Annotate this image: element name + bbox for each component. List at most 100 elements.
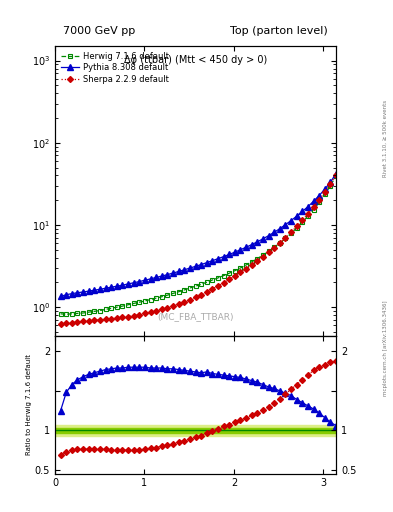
Sherpa 2.2.9 default (171, 303, 175, 309)
Pythia 8.308 default (233, 249, 237, 255)
Pythia 8.308 default (221, 253, 226, 260)
Herwig 7.1.6 default (58, 311, 63, 317)
Herwig 7.1.6 default (75, 310, 80, 316)
Pythia 8.308 default (277, 226, 282, 232)
Pythia 8.308 default (154, 274, 158, 281)
Sherpa 2.2.9 default (294, 223, 299, 229)
Herwig 7.1.6 default (148, 296, 153, 303)
Herwig 7.1.6 default (233, 268, 237, 274)
Sherpa 2.2.9 default (238, 269, 243, 275)
Sherpa 2.2.9 default (160, 306, 164, 312)
Sherpa 2.2.9 default (58, 321, 63, 327)
Pythia 8.308 default (311, 198, 316, 204)
Line: Herwig 7.1.6 default: Herwig 7.1.6 default (58, 174, 338, 317)
Sherpa 2.2.9 default (204, 289, 209, 295)
Sherpa 2.2.9 default (97, 317, 102, 323)
Sherpa 2.2.9 default (70, 319, 74, 326)
Herwig 7.1.6 default (255, 255, 260, 262)
Sherpa 2.2.9 default (176, 301, 181, 307)
Sherpa 2.2.9 default (131, 312, 136, 318)
Pythia 8.308 default (160, 273, 164, 279)
Herwig 7.1.6 default (272, 244, 277, 250)
Herwig 7.1.6 default (109, 305, 114, 311)
Herwig 7.1.6 default (261, 252, 265, 258)
Herwig 7.1.6 default (199, 281, 204, 287)
Pythia 8.308 default (305, 204, 310, 210)
Herwig 7.1.6 default (283, 236, 288, 242)
Sherpa 2.2.9 default (305, 211, 310, 217)
Pythia 8.308 default (261, 236, 265, 242)
Herwig 7.1.6 default (92, 308, 97, 314)
Pythia 8.308 default (165, 271, 170, 278)
Pythia 8.308 default (244, 244, 248, 250)
Sherpa 2.2.9 default (126, 313, 130, 319)
Herwig 7.1.6 default (171, 290, 175, 296)
Herwig 7.1.6 default (114, 304, 119, 310)
Pythia 8.308 default (75, 290, 80, 296)
Pythia 8.308 default (70, 291, 74, 297)
Sherpa 2.2.9 default (75, 319, 80, 325)
Herwig 7.1.6 default (137, 299, 142, 305)
Herwig 7.1.6 default (249, 259, 254, 265)
Pythia 8.308 default (126, 281, 130, 287)
Sherpa 2.2.9 default (199, 292, 204, 298)
Herwig 7.1.6 default (70, 311, 74, 317)
Pythia 8.308 default (322, 186, 327, 193)
Herwig 7.1.6 default (216, 275, 220, 281)
Sherpa 2.2.9 default (92, 317, 97, 324)
Text: Δφ (ttbar) (Mtt < 450 dy > 0): Δφ (ttbar) (Mtt < 450 dy > 0) (124, 55, 267, 65)
Sherpa 2.2.9 default (187, 296, 192, 303)
Sherpa 2.2.9 default (277, 240, 282, 246)
Pythia 8.308 default (193, 263, 198, 269)
Herwig 7.1.6 default (126, 302, 130, 308)
Sherpa 2.2.9 default (114, 315, 119, 321)
Herwig 7.1.6 default (238, 265, 243, 271)
Sherpa 2.2.9 default (227, 276, 231, 283)
Herwig 7.1.6 default (165, 292, 170, 298)
Pythia 8.308 default (199, 262, 204, 268)
Herwig 7.1.6 default (182, 287, 187, 293)
Herwig 7.1.6 default (300, 219, 305, 225)
Sherpa 2.2.9 default (255, 258, 260, 264)
Pythia 8.308 default (114, 283, 119, 289)
Pythia 8.308 default (249, 242, 254, 248)
Pythia 8.308 default (103, 285, 108, 291)
Pythia 8.308 default (137, 279, 142, 285)
Herwig 7.1.6 default (64, 311, 69, 317)
Pythia 8.308 default (120, 282, 125, 288)
Sherpa 2.2.9 default (210, 286, 215, 292)
Herwig 7.1.6 default (311, 206, 316, 212)
Pythia 8.308 default (266, 232, 271, 239)
Text: mcplots.cern.ch [arXiv:1306.3436]: mcplots.cern.ch [arXiv:1306.3436] (383, 301, 388, 396)
Pythia 8.308 default (176, 268, 181, 274)
Herwig 7.1.6 default (160, 294, 164, 300)
Herwig 7.1.6 default (86, 309, 91, 315)
Pythia 8.308 default (334, 170, 338, 177)
Pythia 8.308 default (58, 293, 63, 300)
Pythia 8.308 default (272, 229, 277, 236)
Sherpa 2.2.9 default (328, 181, 333, 187)
Sherpa 2.2.9 default (322, 189, 327, 196)
Herwig 7.1.6 default (334, 173, 338, 179)
Sherpa 2.2.9 default (137, 312, 142, 318)
Sherpa 2.2.9 default (86, 318, 91, 324)
Sherpa 2.2.9 default (120, 314, 125, 321)
Herwig 7.1.6 default (322, 191, 327, 198)
Herwig 7.1.6 default (289, 230, 294, 237)
Herwig 7.1.6 default (131, 301, 136, 307)
Pythia 8.308 default (204, 260, 209, 266)
Herwig 7.1.6 default (81, 310, 86, 316)
Herwig 7.1.6 default (204, 279, 209, 285)
Pythia 8.308 default (97, 286, 102, 292)
Line: Pythia 8.308 default: Pythia 8.308 default (58, 171, 339, 299)
Herwig 7.1.6 default (176, 289, 181, 295)
Text: (MC_FBA_TTBAR): (MC_FBA_TTBAR) (157, 312, 234, 321)
Sherpa 2.2.9 default (334, 172, 338, 178)
Pythia 8.308 default (283, 222, 288, 228)
Sherpa 2.2.9 default (143, 310, 147, 316)
Sherpa 2.2.9 default (148, 309, 153, 315)
Pythia 8.308 default (109, 284, 114, 290)
Pythia 8.308 default (64, 292, 69, 298)
Sherpa 2.2.9 default (317, 197, 321, 203)
Sherpa 2.2.9 default (182, 299, 187, 305)
